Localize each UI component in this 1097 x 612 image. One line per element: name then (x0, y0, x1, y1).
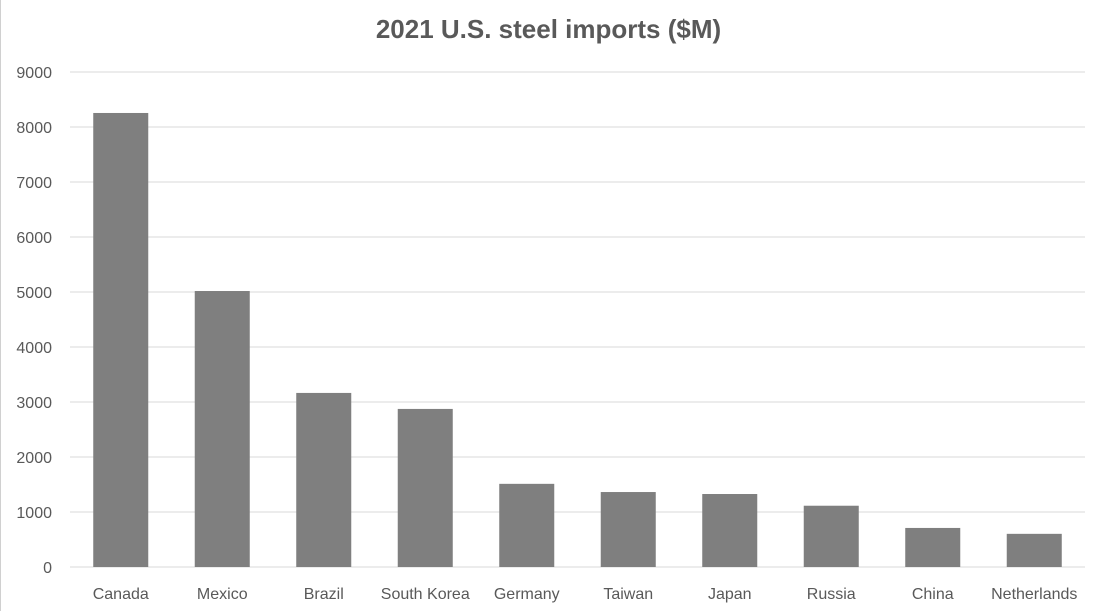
y-tick-label: 7000 (16, 175, 52, 192)
x-tick-label: Netherlands (991, 586, 1077, 603)
bar-china (905, 527, 961, 567)
y-tick-label: 1000 (16, 505, 52, 522)
x-tick-label: South Korea (381, 586, 470, 603)
bar-germany (499, 483, 555, 567)
bar-canada (93, 112, 149, 567)
bar-south-korea (397, 408, 453, 567)
y-tick-label: 2000 (16, 450, 52, 467)
x-tick-label: Russia (807, 586, 856, 603)
x-tick-label: Brazil (304, 586, 344, 603)
y-tick-label: 3000 (16, 395, 52, 412)
x-tick-label: Canada (93, 586, 149, 603)
bar-netherlands (1006, 533, 1062, 567)
y-tick-label: 5000 (16, 285, 52, 302)
y-tick-label: 4000 (16, 340, 52, 357)
y-tick-label: 8000 (16, 120, 52, 137)
x-tick-label: Mexico (197, 586, 248, 603)
bar-taiwan (600, 492, 656, 567)
x-tick-label: Taiwan (603, 586, 653, 603)
chart-title: 2021 U.S. steel imports ($M) (375, 14, 722, 44)
y-tick-label: 9000 (16, 65, 52, 82)
x-tick-label: Japan (708, 586, 752, 603)
y-tick-label: 0 (43, 560, 52, 577)
x-tick-label: China (912, 586, 954, 603)
bar-japan (702, 494, 758, 567)
bar-brazil (296, 392, 352, 567)
y-tick-label: 6000 (16, 230, 52, 247)
x-tick-label: Germany (494, 586, 560, 603)
bar-mexico (194, 291, 250, 567)
bar-russia (803, 505, 859, 567)
